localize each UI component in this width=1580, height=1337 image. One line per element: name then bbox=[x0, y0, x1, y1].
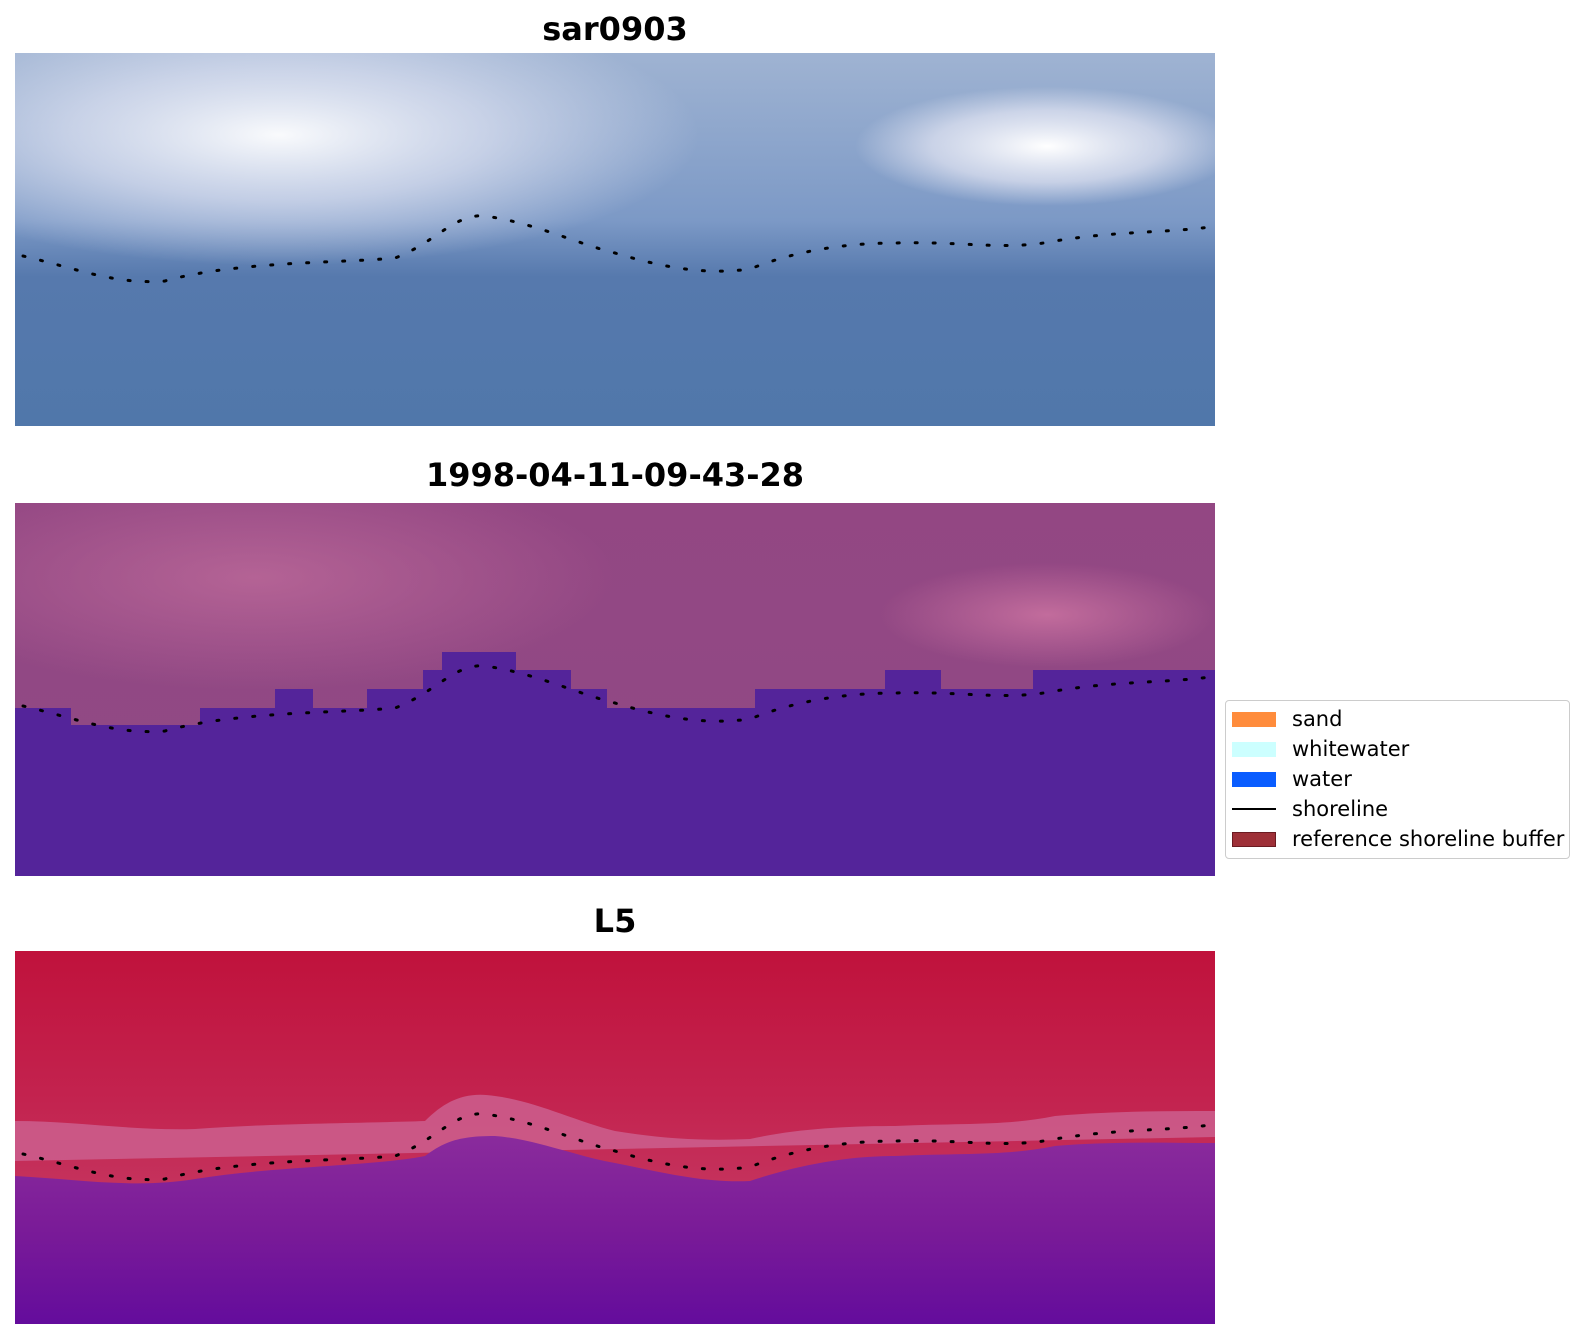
legend-item-shoreline: shoreline bbox=[1232, 797, 1388, 821]
shoreline-dots bbox=[21, 1112, 1212, 1182]
shoreline-dots bbox=[21, 664, 1212, 734]
legend-item-reference-buffer: reference shoreline buffer bbox=[1232, 827, 1564, 851]
index-image-panel bbox=[15, 951, 1215, 1324]
legend-label: reference shoreline buffer bbox=[1292, 827, 1565, 851]
sand-swatch bbox=[1232, 711, 1276, 727]
panel-title-sar: sar0903 bbox=[542, 10, 688, 48]
shoreline-dots bbox=[21, 214, 1212, 284]
legend-label: sand bbox=[1292, 707, 1343, 731]
reference-buffer-swatch bbox=[1232, 831, 1276, 847]
legend: sand whitewater water shoreline referenc… bbox=[1225, 700, 1570, 859]
panel-title-satellite: L5 bbox=[593, 902, 637, 940]
legend-item-whitewater: whitewater bbox=[1232, 737, 1409, 761]
sar-image-panel bbox=[15, 53, 1215, 426]
water-region bbox=[15, 1136, 1215, 1324]
legend-label: water bbox=[1292, 767, 1352, 791]
water-region bbox=[15, 652, 1215, 876]
classification-image-panel bbox=[15, 503, 1215, 876]
legend-item-water: water bbox=[1232, 767, 1352, 791]
whitewater-swatch bbox=[1232, 741, 1276, 757]
water-swatch bbox=[1232, 771, 1276, 787]
legend-label: shoreline bbox=[1292, 797, 1389, 821]
panel-title-date: 1998-04-11-09-43-28 bbox=[425, 456, 805, 494]
shoreline-swatch bbox=[1232, 808, 1276, 810]
legend-label: whitewater bbox=[1292, 737, 1410, 761]
legend-item-sand: sand bbox=[1232, 707, 1342, 731]
